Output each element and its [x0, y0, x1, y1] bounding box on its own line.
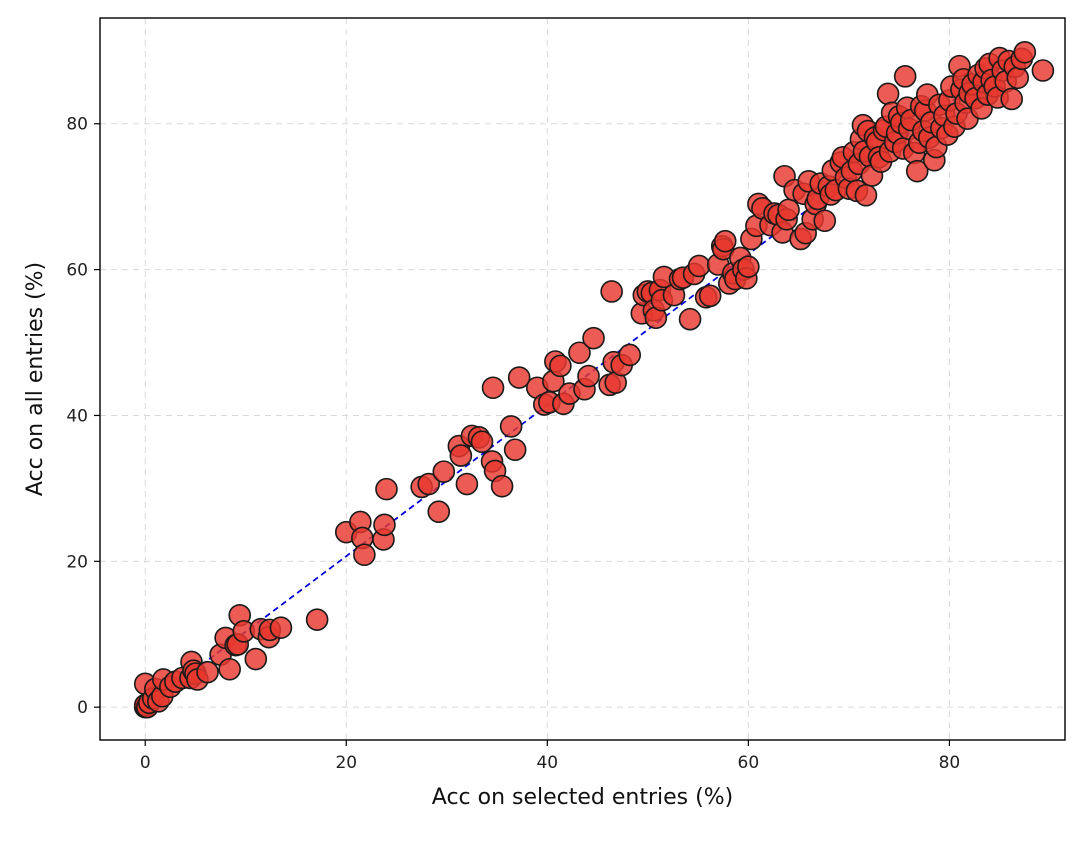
- data-point: [876, 82, 900, 106]
- x-axis-ticks: 0 20 40 60 80: [140, 740, 960, 773]
- y-tick-label: 0: [77, 698, 88, 718]
- data-point: [893, 65, 917, 88]
- y-tick-label: 40: [66, 406, 88, 426]
- data-point: [470, 430, 494, 454]
- data-point: [455, 472, 479, 496]
- data-point: [1006, 66, 1030, 90]
- data-point: [305, 608, 329, 631]
- data-point: [618, 343, 642, 367]
- data-point: [218, 657, 241, 681]
- data-point: [503, 438, 527, 462]
- y-axis-label: Acc on all entries (%): [23, 262, 48, 496]
- data-points: [133, 40, 1055, 719]
- data-point: [854, 183, 878, 207]
- x-axis-label: Acc on selected entries (%): [432, 785, 733, 810]
- x-tick-label: 80: [939, 753, 961, 773]
- y-axis-ticks: 0 20 40 60 80: [66, 115, 100, 718]
- data-point: [687, 254, 711, 278]
- data-point: [375, 477, 398, 501]
- data-point: [549, 354, 572, 378]
- x-tick-label: 20: [335, 753, 357, 773]
- data-point: [449, 444, 473, 467]
- data-point: [269, 616, 293, 639]
- data-point: [196, 660, 219, 684]
- data-point: [507, 366, 531, 389]
- x-tick-label: 60: [738, 753, 760, 773]
- data-point: [427, 500, 451, 524]
- data-point: [813, 209, 837, 233]
- x-tick-label: 0: [140, 753, 151, 773]
- y-tick-label: 60: [66, 261, 88, 281]
- data-point: [481, 376, 505, 400]
- data-point: [678, 307, 702, 331]
- data-point: [432, 460, 456, 483]
- data-point: [600, 280, 623, 303]
- data-point: [577, 364, 600, 388]
- data-point: [353, 543, 376, 567]
- data-point: [737, 255, 760, 278]
- data-point: [244, 647, 268, 671]
- data-point: [698, 284, 722, 308]
- y-tick-label: 20: [66, 552, 88, 572]
- data-point: [582, 326, 605, 350]
- plot-frame: [99, 17, 1066, 741]
- data-point: [1031, 59, 1055, 82]
- data-point: [417, 472, 441, 496]
- data-point: [905, 159, 929, 183]
- y-tick-label: 80: [66, 115, 88, 135]
- x-tick-label: 40: [536, 753, 558, 773]
- data-point: [1013, 40, 1037, 64]
- data-point: [568, 341, 591, 365]
- data-point: [1000, 87, 1024, 111]
- data-point: [713, 229, 737, 253]
- data-point: [499, 415, 523, 438]
- data-point: [490, 474, 514, 498]
- data-point: [373, 513, 396, 537]
- data-point: [777, 198, 800, 222]
